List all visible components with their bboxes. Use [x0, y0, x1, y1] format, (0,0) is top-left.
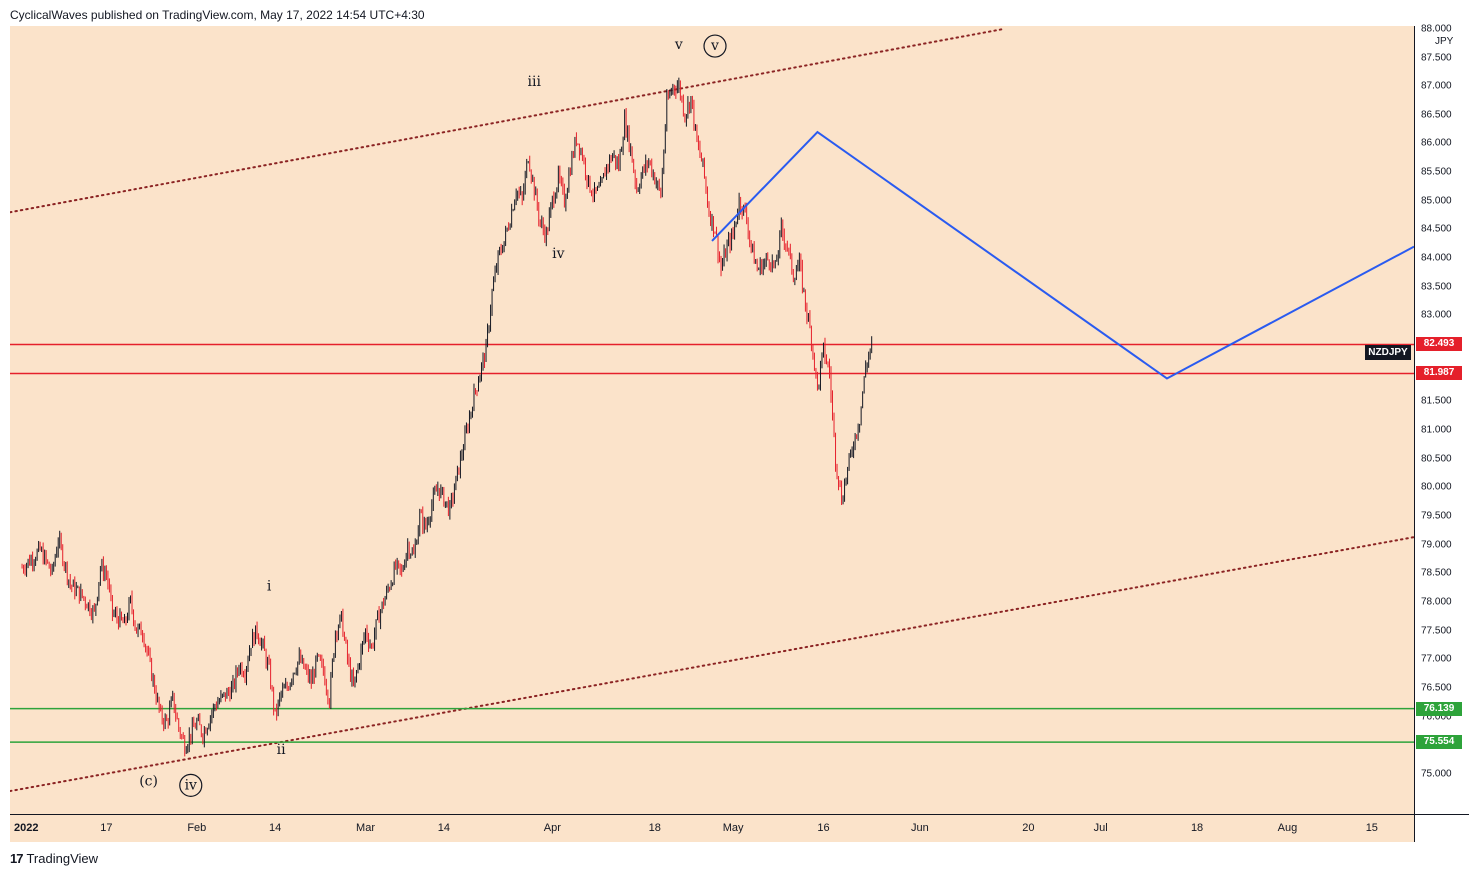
time-tick: Aug: [1277, 822, 1298, 834]
candlestick-series: [21, 77, 873, 757]
tradingview-logo-icon: 17: [10, 851, 24, 866]
time-tick: May: [722, 822, 744, 834]
wave-label: v: [674, 37, 683, 53]
time-tick: 16: [817, 822, 830, 834]
price-tick: 85.000: [1421, 195, 1452, 207]
time-axis[interactable]: 2022 17 Feb 14 Mar 14 Apr 18 May 16 Jun 20 Jul 18 Aug 1…: [10, 814, 1414, 842]
price-tick: 76.500: [1421, 682, 1452, 694]
wave-label: iv: [552, 246, 564, 262]
projection-path: [711, 130, 1414, 380]
price-tick: 78.000: [1421, 596, 1452, 608]
axis-corner: [1414, 814, 1469, 842]
channel-line[interactable]: [10, 536, 1414, 793]
circled-wave-label: iv: [185, 777, 197, 793]
time-tick: Apr: [543, 822, 561, 834]
price-tick: 76.000: [1421, 711, 1452, 723]
projection-line[interactable]: [711, 130, 1414, 380]
price-tick: 86.500: [1421, 109, 1452, 121]
price-tick: 79.000: [1421, 539, 1452, 551]
price-axis[interactable]: JPY 88.000 87.500 87.000 86.500 86.000 85.500…: [1414, 23, 1469, 814]
level-badge: 76.139: [1416, 701, 1462, 716]
wave-label: ii: [277, 742, 286, 758]
symbol-badge: NZDJPY: [1365, 345, 1411, 361]
publish-header: CyclicalWaves published on TradingView.c…: [10, 8, 425, 22]
footer: 17 TradingView: [10, 851, 98, 866]
price-tick: 78.500: [1421, 567, 1452, 579]
price-tick: 85.500: [1421, 166, 1452, 178]
price-tick: 83.000: [1421, 309, 1452, 321]
time-tick: Feb: [187, 822, 207, 834]
chart-plot-area[interactable]: iii iv v i ii (c) v iv: [10, 26, 1414, 814]
price-tick: 75.000: [1421, 768, 1452, 780]
time-tick: 14: [269, 822, 282, 834]
time-tick: 2022: [14, 822, 39, 834]
price-tick: 81.500: [1421, 395, 1452, 407]
channel-line[interactable]: [10, 27, 1006, 214]
price-tick: 86.000: [1421, 137, 1452, 149]
price-tick: 81.000: [1421, 424, 1452, 436]
price-tick: 77.500: [1421, 625, 1452, 637]
wave-label: (c): [139, 773, 158, 789]
time-tick: 18: [1190, 822, 1204, 834]
currency-unit: JPY: [1435, 36, 1454, 47]
level-badge: 82.493: [1416, 337, 1462, 352]
channel-lines: [10, 27, 1414, 793]
time-tick: 20: [1022, 822, 1035, 834]
wave-label: iii: [528, 74, 542, 90]
price-tick: 87.500: [1421, 52, 1452, 64]
time-tick: Jul: [1093, 822, 1108, 834]
price-tick: 84.000: [1421, 252, 1452, 264]
time-tick: 14: [437, 822, 450, 834]
time-tick: Mar: [356, 822, 375, 834]
price-tick: 79.500: [1421, 510, 1452, 522]
wave-circle: [179, 773, 203, 797]
time-tick: 17: [100, 822, 113, 834]
price-tick: 77.000: [1421, 653, 1452, 665]
level-badge: 81.987: [1416, 366, 1462, 381]
price-tick: 88.000: [1421, 23, 1452, 35]
time-tick: 18: [648, 822, 661, 834]
level-badge: 75.554: [1416, 735, 1462, 750]
time-tick: Jun: [911, 822, 929, 834]
time-tick: 15: [1365, 822, 1378, 834]
price-tick: 84.500: [1421, 223, 1452, 235]
price-tick: 80.000: [1421, 481, 1452, 493]
price-tick: 80.500: [1421, 453, 1452, 465]
price-tick: 83.500: [1421, 281, 1452, 293]
circled-wave-label: v: [710, 38, 719, 54]
wave-label: i: [267, 578, 272, 594]
price-tick: 87.000: [1421, 80, 1452, 92]
wave-circle: [703, 34, 727, 58]
horizontal-levels: [10, 343, 1414, 743]
brand-name: TradingView: [26, 851, 99, 866]
